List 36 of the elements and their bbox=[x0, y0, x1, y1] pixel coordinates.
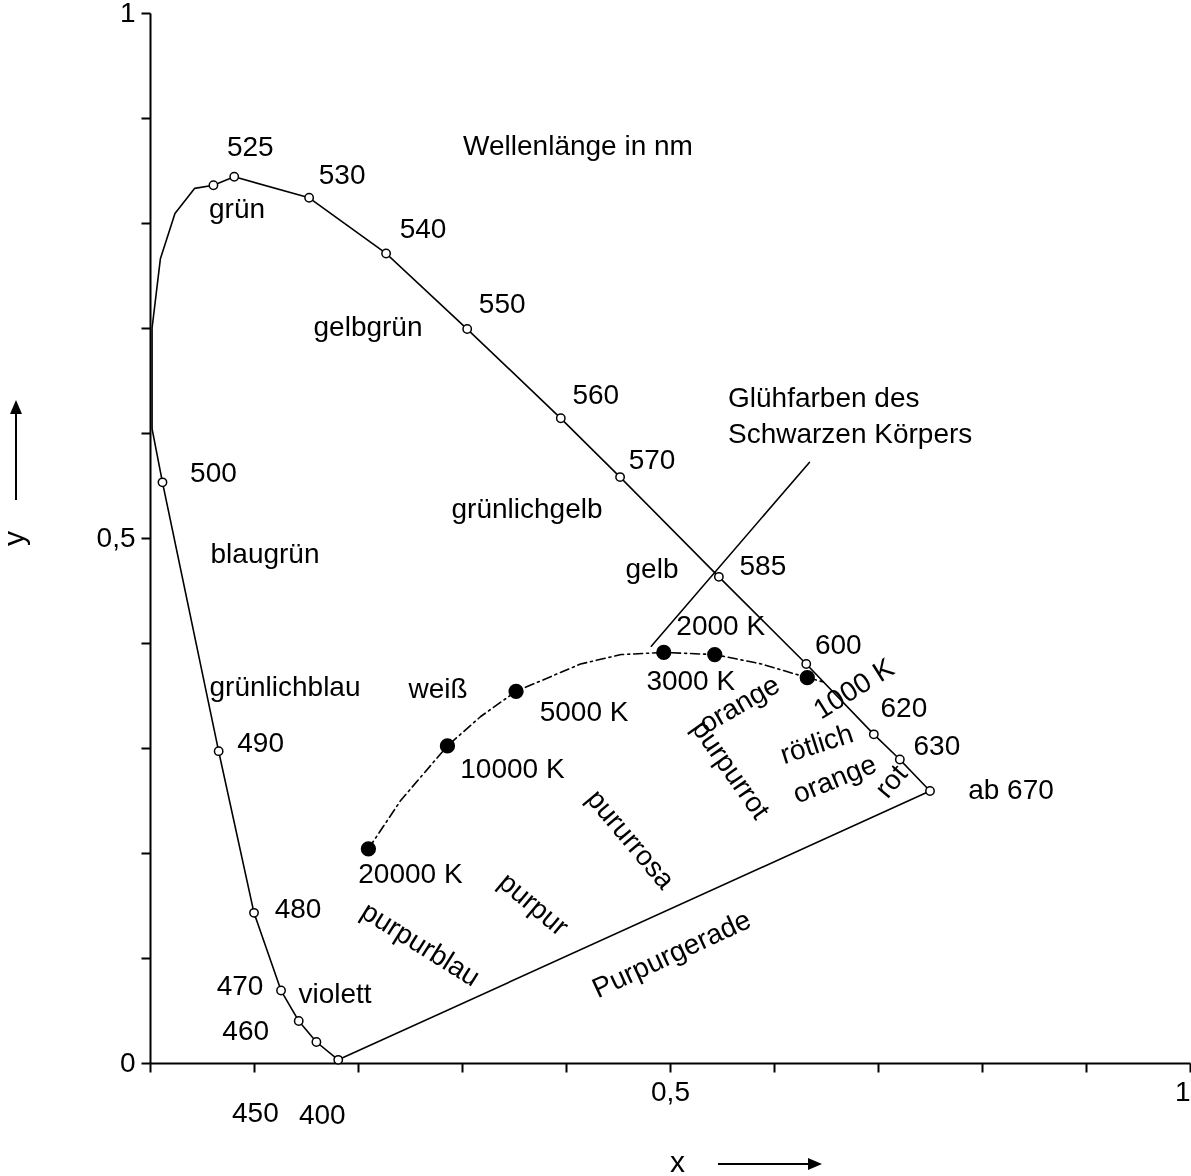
annotation: Wellenlänge in nm bbox=[463, 130, 693, 161]
annotation: 480 bbox=[274, 892, 322, 924]
annotation: 540 bbox=[399, 213, 447, 245]
annotation: 460 bbox=[222, 1015, 270, 1046]
annotation: 2000 K bbox=[676, 609, 766, 641]
annotation: grünlichblau bbox=[209, 671, 361, 702]
annotation: ab 670 bbox=[968, 774, 1054, 806]
annotation: weiß bbox=[407, 673, 468, 704]
x-axis-title: x bbox=[670, 1144, 685, 1176]
annotation: blaugrün bbox=[210, 538, 320, 569]
annotation: 450 bbox=[232, 1097, 279, 1128]
annotation: 20000 K bbox=[358, 857, 463, 889]
annotation: 630 bbox=[913, 729, 961, 761]
annotation: 530 bbox=[318, 158, 366, 190]
annotation: 585 bbox=[739, 549, 787, 581]
annotation: 550 bbox=[478, 288, 526, 320]
annotation: 470 bbox=[216, 969, 264, 1001]
annotation: 570 bbox=[628, 444, 676, 476]
y-tick-label: 0 bbox=[119, 1046, 136, 1078]
y-axis-title: y bbox=[0, 531, 30, 546]
annotation: 525 bbox=[226, 130, 274, 162]
y-tick-label: 1 bbox=[119, 0, 136, 28]
annotation: 490 bbox=[237, 727, 284, 759]
annotation: gelbgrün bbox=[313, 311, 423, 342]
y-tick-label: 0,5 bbox=[96, 521, 136, 553]
annotation: 600 bbox=[814, 629, 862, 660]
annotation: 500 bbox=[190, 457, 237, 489]
annotation: gelb bbox=[625, 553, 679, 584]
annotation: 400 bbox=[298, 1098, 346, 1130]
annotation: 560 bbox=[572, 379, 620, 411]
annotation: grünlichgelb bbox=[451, 493, 603, 524]
annotation: 5000 K bbox=[539, 696, 629, 728]
annotation: 620 bbox=[880, 692, 928, 724]
annotation: grün bbox=[208, 193, 266, 224]
annotation: Glühfarben des Schwarzen Körpers bbox=[728, 382, 973, 449]
annotation: 10000 K bbox=[460, 752, 565, 784]
